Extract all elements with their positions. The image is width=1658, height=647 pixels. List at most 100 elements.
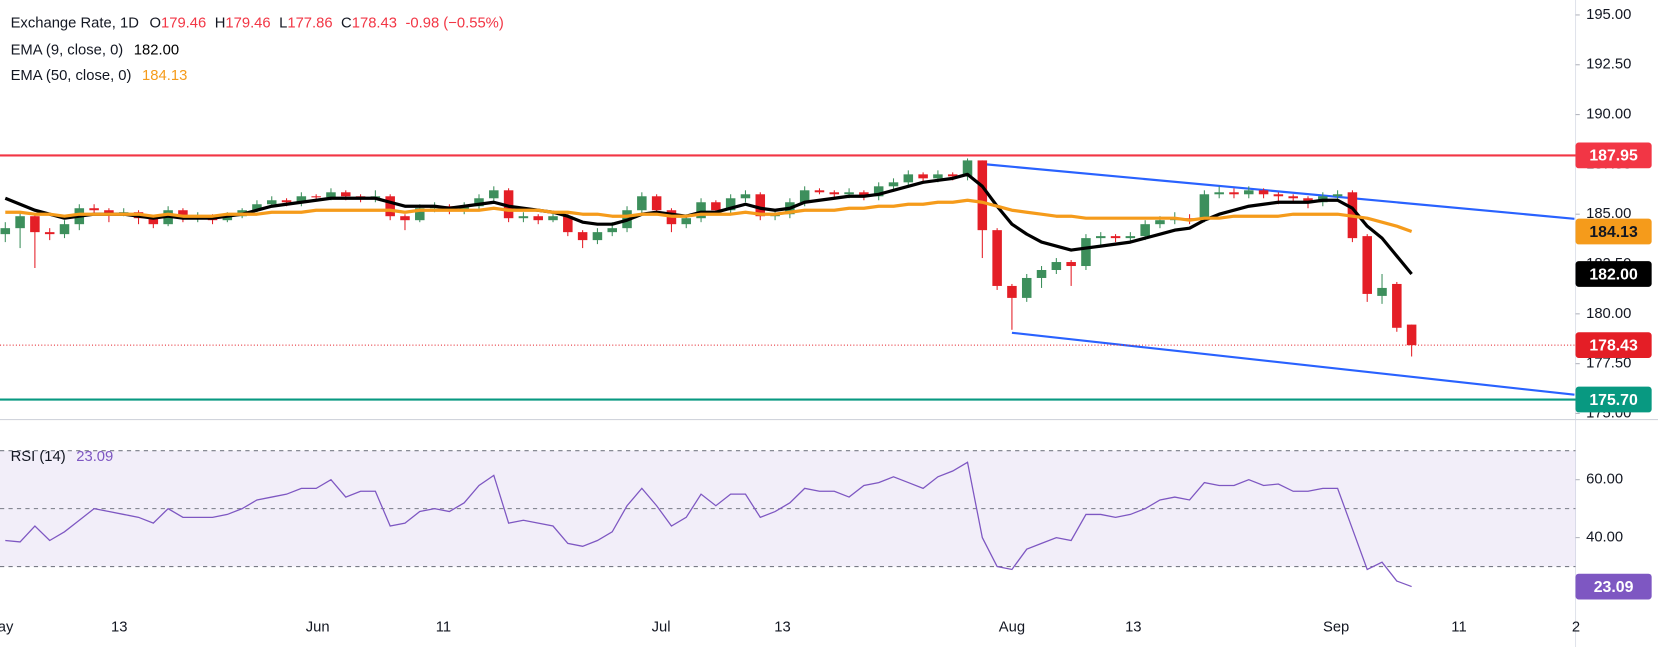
candle-body: [844, 192, 854, 195]
candle-body: [44, 232, 55, 235]
candle-body: [1214, 192, 1224, 195]
candle-body: [1051, 262, 1062, 271]
candle-body: [1332, 194, 1343, 197]
candle-body: [548, 216, 558, 221]
legend-main: Exchange Rate, 1D O179.46 H179.46 L177.86 C1…: [11, 15, 504, 31]
candle-body: [1007, 285, 1017, 298]
x-tick-label: 13: [1125, 620, 1141, 636]
price-tag: [1575, 218, 1652, 245]
rsi-tick-label: 40.00: [1586, 529, 1623, 545]
candle-body: [281, 200, 292, 203]
y-tick-label: 195.00: [1586, 7, 1631, 23]
candle-body: [829, 192, 840, 195]
candle-body: [681, 218, 692, 225]
candle-body: [1125, 236, 1136, 239]
legend-name: RSI (14): [11, 449, 66, 465]
legend-rsi: RSI (14) 23.09: [11, 449, 114, 465]
candle-body: [1362, 236, 1372, 294]
candle-body: [859, 192, 869, 197]
x-tick-label: Jul: [652, 620, 671, 636]
legend-title: Exchange Rate, 1D: [11, 15, 140, 31]
x-tick-label: Jun: [306, 620, 330, 636]
candle-body: [222, 216, 233, 221]
candle-body: [1155, 220, 1165, 225]
candle-body: [266, 200, 277, 205]
candle-body: [1303, 198, 1313, 203]
price-tag-label: 178.43: [1589, 337, 1638, 354]
x-tick-label: May: [0, 620, 14, 636]
y-tick-label: 180.00: [1586, 306, 1631, 322]
x-tick-label: Sep: [1323, 620, 1349, 636]
candle-body: [637, 196, 647, 211]
x-tick-label: 2: [1572, 620, 1580, 636]
trend-line: [982, 162, 1575, 220]
x-tick-label: 13: [774, 620, 790, 636]
candle-body: [400, 216, 410, 221]
candle-body: [385, 196, 395, 217]
rsi-line: [5, 461, 1412, 588]
y-tick-label: 177.50: [1586, 356, 1631, 372]
price-tag: [1575, 573, 1652, 600]
candle-body: [592, 232, 603, 241]
candle-body: [992, 230, 1002, 286]
candle-body: [947, 174, 958, 177]
legend-key: O: [149, 15, 161, 31]
candle-body: [503, 190, 514, 219]
candle-body: [814, 190, 825, 193]
candle-body: [474, 198, 484, 207]
candle-body: [1066, 262, 1076, 267]
candle-body: [577, 232, 588, 241]
candle-body: [1036, 270, 1047, 278]
candle-body: [799, 190, 810, 203]
price-tag: [1575, 261, 1652, 287]
legend-key: L: [279, 15, 287, 31]
candle-body: [1229, 192, 1239, 195]
price-tag-label: 175.70: [1589, 392, 1638, 409]
candle-body: [607, 228, 617, 233]
candle-body: [563, 216, 573, 233]
legend-value: 177.86: [287, 15, 332, 31]
candle-body: [341, 192, 351, 197]
price-tag-label: 23.09: [1594, 579, 1634, 596]
candle-body: [30, 216, 40, 233]
candle-body: [252, 204, 262, 211]
candle-body: [489, 190, 499, 199]
candle-body: [903, 174, 914, 183]
legend-value: 179.46: [225, 15, 270, 31]
legend-key: H: [215, 15, 226, 31]
candle-body: [918, 174, 928, 179]
candle-body: [459, 206, 469, 211]
legend-ema9: EMA (9, close, 0) 182.00: [11, 42, 180, 58]
candle-body: [518, 216, 529, 219]
price-tag: [1575, 332, 1652, 359]
candle-body: [59, 224, 70, 235]
candle-body: [148, 218, 159, 225]
candle-body: [1110, 236, 1121, 239]
candle-body: [104, 210, 114, 215]
x-tick-label: 11: [1451, 620, 1466, 636]
candle-body: [326, 192, 336, 198]
legend-value: 182.00: [134, 42, 179, 58]
legend-key: C: [341, 15, 352, 31]
candle-body: [1081, 238, 1091, 267]
candle-body: [1377, 287, 1387, 296]
y-tick-label: 192.50: [1586, 57, 1631, 73]
trend-line: [1011, 331, 1575, 396]
candle-body: [711, 202, 721, 211]
candle-body: [0, 228, 11, 235]
x-tick-label: 11: [436, 620, 451, 636]
candle-body: [962, 160, 973, 177]
candle-body: [1095, 236, 1106, 239]
candle-body: [1140, 224, 1150, 237]
ema-line: [5, 198, 1413, 234]
candle-body: [1199, 194, 1210, 221]
candle-body: [755, 194, 766, 217]
price-tag: [1575, 142, 1652, 169]
candle-body: [651, 196, 662, 211]
candle-body: [725, 198, 736, 211]
legend-name: EMA (50, close, 0): [11, 68, 132, 84]
candle-body: [933, 174, 943, 179]
y-tick-label: 185.00: [1586, 206, 1631, 222]
